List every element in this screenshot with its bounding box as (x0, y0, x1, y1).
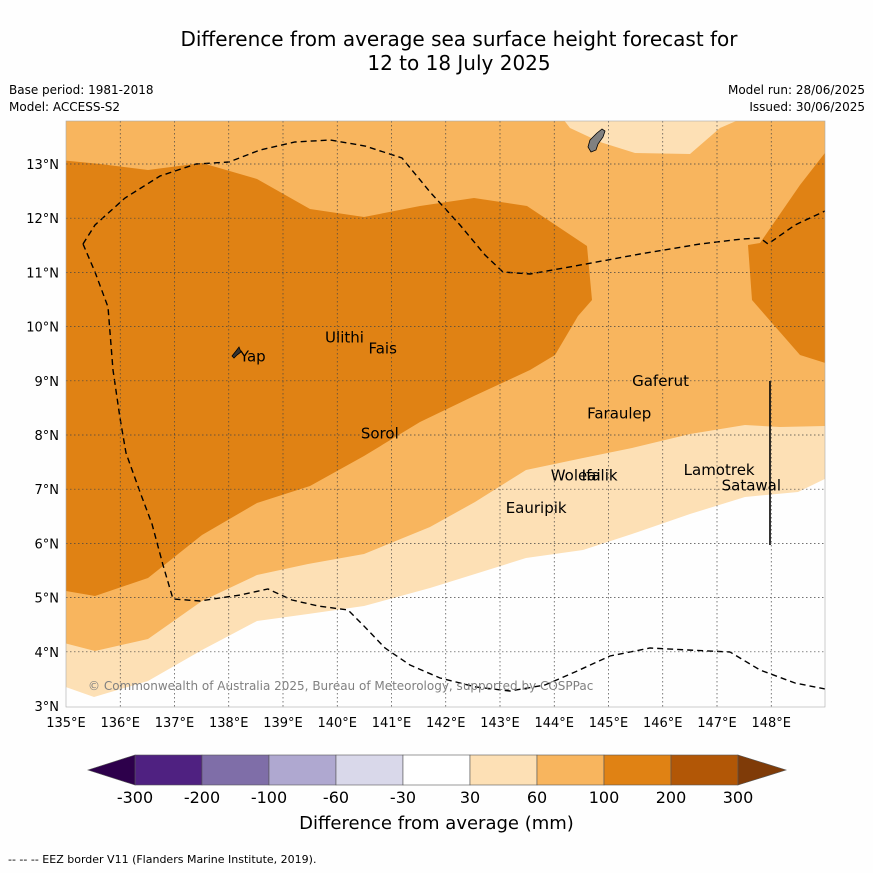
anomaly-region-100-200-west (66, 160, 592, 596)
latitude-tick-label: 8°N (35, 429, 60, 444)
longitude-tick-label: 140°E (317, 716, 357, 731)
place-label-satawal: Satawal (722, 476, 781, 494)
longitude-tick-label: 147°E (697, 716, 737, 731)
guam-island (587, 128, 606, 153)
place-label-ifalik: Ifalik (582, 467, 618, 485)
latitude-tick-label: 9°N (35, 375, 60, 390)
colorbar-tick-label: 300 (723, 788, 754, 807)
latitude-tick-label: 13°N (26, 158, 59, 173)
longitude-tick-label: 145°E (589, 716, 629, 731)
colorbar-tick-label: 200 (656, 788, 687, 807)
colorbar-tick-label: -200 (184, 788, 220, 807)
latitude-tick-label: 12°N (26, 212, 59, 227)
place-label-eauripik: Eauripik (506, 499, 567, 517)
longitude-tick-label: 136°E (100, 716, 140, 731)
place-label-faraulep: Faraulep (587, 404, 651, 422)
longitude-tick-label: 144°E (534, 716, 574, 731)
model-name: Model: ACCESS-S2 (9, 100, 121, 114)
longitude-tick-label: 139°E (263, 716, 303, 731)
place-label-woleai: Woleai (551, 467, 601, 485)
latitude-tick-label: 7°N (35, 483, 60, 498)
map-frame (65, 120, 826, 708)
longitude-tick-label: 148°E (751, 716, 791, 731)
issued-date: Issued: 30/06/2025 (749, 100, 865, 114)
place-label-lamotrek: Lamotrek (684, 461, 755, 479)
eez-border (82, 139, 825, 692)
longitude-tick-label: 141°E (372, 716, 412, 731)
anomaly-region-100-200-east (748, 152, 825, 363)
longitude-tick-label: 138°E (209, 716, 249, 731)
longitude-tick-label: 135°E (46, 716, 86, 731)
colorbar-tick-label: 30 (460, 788, 480, 807)
latitude-tick-label: 5°N (35, 592, 60, 607)
colorbar-tick-label: 60 (527, 788, 547, 807)
graticule (66, 121, 825, 707)
place-label-sorol: Sorol (361, 424, 399, 442)
yap-island (231, 346, 242, 359)
colorbar-tick-label: -30 (390, 788, 416, 807)
longitude-tick-label: 146°E (643, 716, 683, 731)
place-label-yap: Yap (239, 347, 266, 365)
latitude-tick-label: 3°N (35, 700, 60, 715)
colorbar-tick-label: -60 (323, 788, 349, 807)
base-period: Base period: 1981-2018 (9, 83, 154, 97)
title-line-1: Difference from average sea surface heig… (180, 27, 738, 51)
copyright-text: © Commonwealth of Australia 2025, Bureau… (88, 679, 593, 693)
colorbar-tick-label: -100 (251, 788, 287, 807)
latitude-tick-label: 6°N (35, 537, 60, 552)
colorbar-title: Difference from average (mm) (299, 813, 574, 834)
model-run: Model run: 28/06/2025 (727, 83, 865, 97)
map-title: Difference from average sea surface heig… (0, 27, 873, 75)
latitude-tick-label: 10°N (26, 321, 59, 336)
place-label-fais: Fais (368, 339, 397, 357)
longitude-tick-label: 137°E (155, 716, 195, 731)
longitude-tick-label: 142°E (426, 716, 466, 731)
place-label-ulithi: Ulithi (325, 328, 364, 346)
colorbar-tick-label: -300 (117, 788, 153, 807)
longitude-tick-label: 143°E (480, 716, 520, 731)
axis-labels: 135°E 136°E 137°E 138°E 139°E 140°E 141°E 142°E… (26, 158, 791, 731)
latitude-tick-label: 4°N (35, 646, 60, 661)
colorbar-tick-label: 100 (589, 788, 620, 807)
eez-legend-note: -- -- -- EEZ border V11 (Flanders Marine… (8, 853, 317, 866)
map: © Commonwealth of Australia 2025, Bureau… (26, 120, 826, 731)
title-line-2: 12 to 18 July 2025 (367, 51, 551, 75)
latitude-tick-label: 11°N (26, 266, 59, 281)
anomaly-region-north (564, 121, 737, 154)
place-label-gaferut: Gaferut (632, 372, 689, 390)
anomaly-region-neutral (66, 478, 825, 707)
